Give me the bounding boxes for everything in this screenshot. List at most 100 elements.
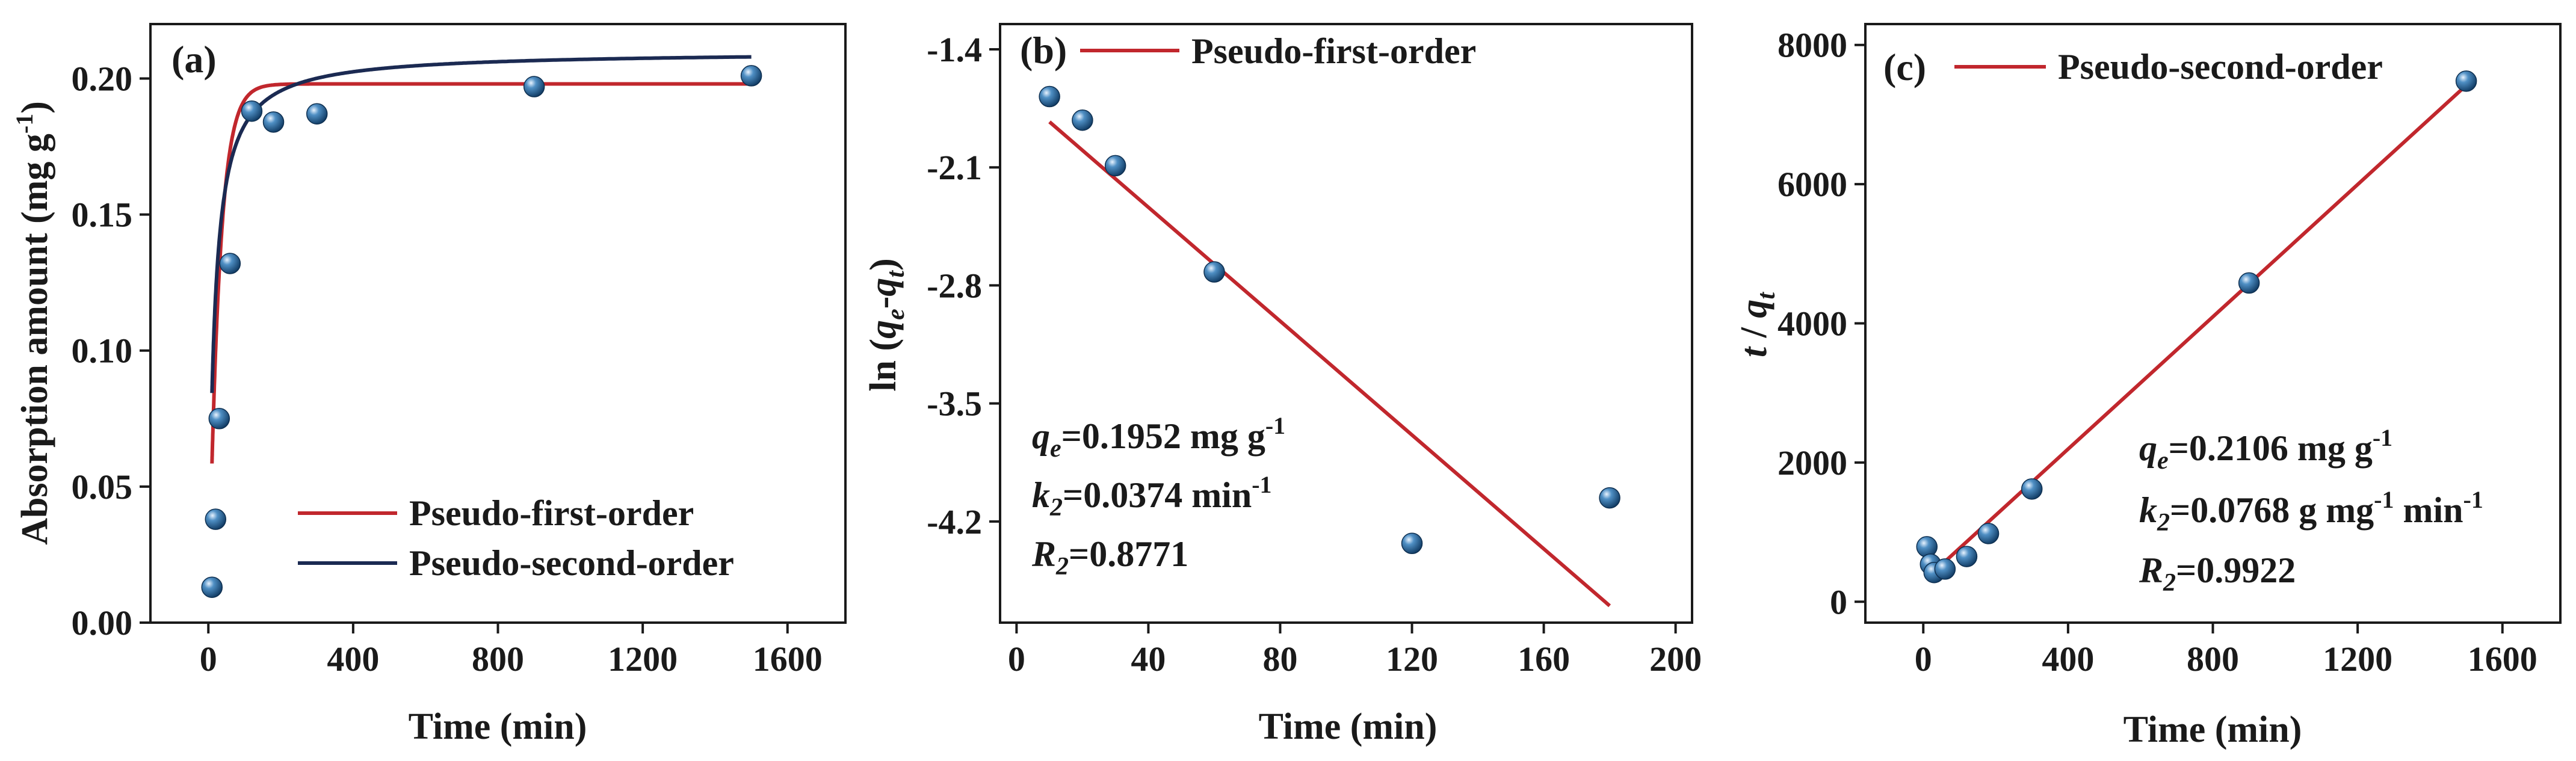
x-tick-label: 0 bbox=[1008, 639, 1025, 679]
panel-a-curves bbox=[210, 55, 752, 464]
panel-a-y-title-main: Absorption amount (mg g bbox=[14, 134, 55, 545]
panel-c-y-title-sub: t bbox=[1753, 292, 1781, 300]
x-tick-label: 1200 bbox=[2323, 639, 2392, 679]
panel-b-y-title-close: ) bbox=[863, 258, 904, 271]
panel-c-points bbox=[1916, 70, 2477, 584]
data-point bbox=[201, 576, 223, 598]
data-point bbox=[2021, 478, 2043, 500]
data-point bbox=[208, 408, 230, 430]
panel-a-label: (a) bbox=[171, 38, 217, 81]
y-tick-label: 0 bbox=[1830, 582, 1847, 621]
data-point bbox=[262, 111, 285, 133]
legend-label-second-order: Pseudo-second-order bbox=[409, 543, 734, 583]
panel-a-legend: Pseudo-first-order Pseudo-second-order bbox=[298, 493, 734, 583]
data-point bbox=[1039, 85, 1060, 108]
panel-b-y-axis-title: ln (qe-qt) bbox=[863, 258, 910, 392]
data-point bbox=[1072, 109, 1093, 131]
panel-c-y-title-t: t bbox=[1734, 346, 1774, 357]
data-point bbox=[1916, 536, 1938, 558]
panel-b-x-ticks: 0 40 80 120 160 200 bbox=[1008, 623, 1702, 679]
x-tick-label: 400 bbox=[2042, 639, 2094, 679]
data-point bbox=[205, 508, 227, 530]
panel-c-x-axis-title: Time (min) bbox=[2124, 709, 2302, 750]
panel-b-fit-line bbox=[1048, 120, 1611, 608]
x-tick-label: 0 bbox=[200, 639, 217, 679]
x-tick-label: 1600 bbox=[2468, 639, 2537, 679]
y-tick-label: 4000 bbox=[1778, 304, 1847, 344]
fit-line bbox=[1048, 120, 1611, 608]
y-tick-label: 0.00 bbox=[72, 603, 133, 642]
y-tick-label: -3.5 bbox=[927, 384, 982, 424]
legend-label-first-order-b: Pseudo-first-order bbox=[1191, 31, 1476, 71]
panel-c-label: (c) bbox=[1883, 46, 1926, 88]
x-tick-label: 200 bbox=[1649, 639, 1702, 679]
panel-b-legend: Pseudo-first-order bbox=[1080, 31, 1476, 71]
y-tick-label: -2.8 bbox=[927, 266, 982, 305]
data-point bbox=[2238, 272, 2260, 294]
x-tick-label: 80 bbox=[1262, 639, 1297, 679]
x-tick-label: 120 bbox=[1386, 639, 1438, 679]
panel-b-frame bbox=[999, 23, 1693, 624]
x-tick-label: 160 bbox=[1518, 639, 1570, 679]
panel-c-y-ticks: 0 2000 4000 6000 8000 bbox=[1778, 26, 1865, 621]
data-point bbox=[1104, 155, 1126, 177]
panel-b-y-title-q1: q bbox=[863, 320, 904, 339]
panel-a-y-ticks: 0.00 0.05 0.10 0.15 0.20 bbox=[72, 59, 150, 642]
x-tick-label: 800 bbox=[472, 639, 524, 679]
panel-c-annot-r2: R2=0.9922 bbox=[2139, 550, 2296, 597]
panel-b-x-axis-title: Time (min) bbox=[1259, 706, 1438, 747]
y-tick-label: 0.10 bbox=[72, 331, 133, 371]
pseudo-first-order-curve bbox=[210, 82, 752, 464]
panel-b-y-ticks: -1.4 -2.1 -2.8 -3.5 -4.2 bbox=[927, 30, 1000, 541]
panel-b-y-title-pre: ln ( bbox=[863, 339, 904, 392]
panel-a-y-title-sup: -1 bbox=[11, 114, 38, 134]
y-tick-label: 6000 bbox=[1778, 165, 1847, 204]
data-point bbox=[1203, 261, 1225, 283]
panel-c-legend: Pseudo-second-order bbox=[1954, 47, 2383, 87]
panel-b-y-title-mid: - bbox=[863, 297, 904, 309]
data-point bbox=[1977, 523, 2000, 544]
panel-a: 0 400 800 1200 1600 0.00 0.05 0.10 0.15 0.20 (a)… bbox=[11, 23, 847, 747]
y-tick-label: 2000 bbox=[1778, 443, 1847, 482]
panel-c: 0 400 800 1200 1600 0 2000 4000 6000 8000 (c) Ps… bbox=[1734, 23, 2562, 750]
panel-b-annot-qe: qe=0.1952 mg g-1 bbox=[1032, 412, 1285, 463]
x-tick-label: 400 bbox=[327, 639, 379, 679]
panel-b-points bbox=[1039, 85, 1620, 555]
y-tick-label: 0.15 bbox=[72, 196, 133, 235]
legend-label-first-order: Pseudo-first-order bbox=[409, 493, 694, 533]
panel-c-y-axis-title: t / qt bbox=[1734, 292, 1781, 357]
panel-a-points bbox=[201, 65, 762, 598]
pseudo-second-order-curve bbox=[210, 55, 752, 393]
y-tick-label: 0.20 bbox=[72, 59, 133, 98]
panel-c-x-ticks: 0 400 800 1200 1600 bbox=[1915, 623, 2537, 679]
panel-b-y-title-q2: q bbox=[863, 278, 904, 297]
data-point bbox=[1401, 532, 1423, 555]
data-point bbox=[1956, 546, 1978, 567]
panel-c-annotations: qe=0.2106 mg g-1 k2=0.0768 g mg-1 min-1 … bbox=[2139, 424, 2483, 597]
panel-c-y-title-q: q bbox=[1734, 300, 1774, 318]
data-point bbox=[2455, 70, 2477, 92]
panel-c-annot-k2: k2=0.0768 g mg-1 min-1 bbox=[2139, 486, 2483, 537]
panel-c-frame bbox=[1864, 23, 2562, 624]
panel-b: 0 40 80 120 160 200 -1.4-2.1-2.8-3.5-4.2 (b) … bbox=[863, 23, 1702, 747]
panel-a-y-axis-title: Absorption amount (mg g-1) bbox=[11, 101, 55, 545]
y-tick-label: 0.05 bbox=[72, 467, 133, 507]
x-tick-label: 1200 bbox=[608, 639, 678, 679]
y-tick-label: 8000 bbox=[1778, 26, 1847, 65]
x-tick-label: 1600 bbox=[753, 639, 823, 679]
data-point bbox=[1934, 558, 1956, 580]
data-point bbox=[523, 76, 545, 97]
panel-b-annot-k2: k2=0.0374 min-1 bbox=[1032, 471, 1272, 522]
x-tick-label: 800 bbox=[2187, 639, 2239, 679]
y-tick-label: -1.4 bbox=[927, 30, 982, 69]
data-point bbox=[306, 103, 328, 125]
data-point bbox=[1599, 487, 1620, 509]
y-tick-label: -2.1 bbox=[927, 148, 982, 187]
data-point bbox=[219, 253, 241, 274]
x-tick-label: 40 bbox=[1131, 639, 1166, 679]
x-tick-label: 0 bbox=[1915, 639, 1932, 679]
panel-c-annot-qe: qe=0.2106 mg g-1 bbox=[2139, 424, 2392, 475]
panel-b-annot-r2: R2=0.8771 bbox=[1031, 534, 1188, 581]
legend-label-second-order-c: Pseudo-second-order bbox=[2058, 47, 2383, 87]
